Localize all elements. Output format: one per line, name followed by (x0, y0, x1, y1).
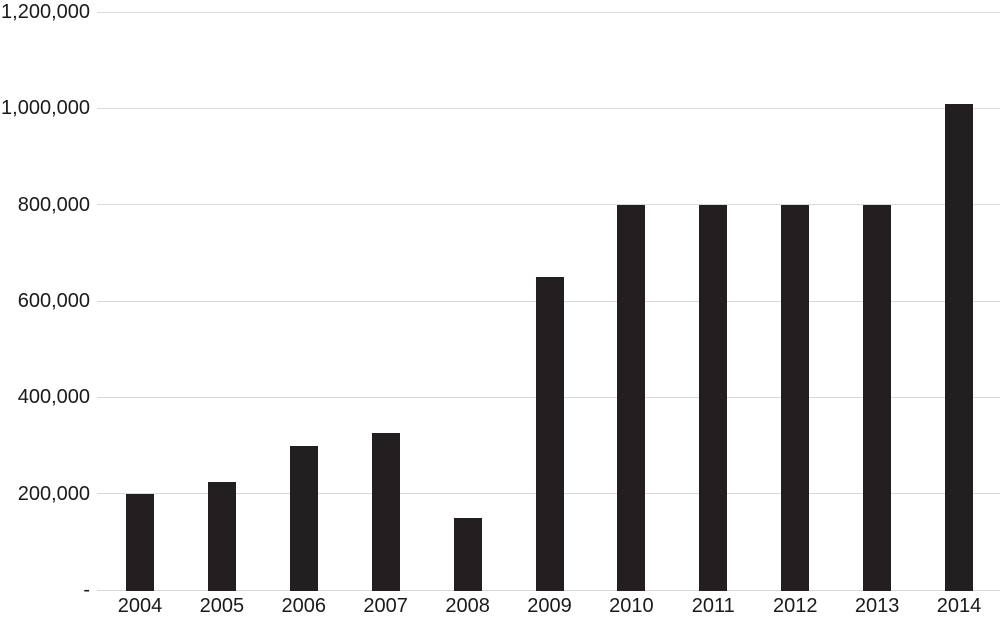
x-axis-tick-label-2004: 2004 (117, 595, 163, 617)
y-axis-tick-label-1000000: 1,000,000 (1, 97, 90, 120)
y-axis-tick-label-600000: 600,000 (17, 290, 90, 312)
bar-2008 (453, 517, 482, 591)
bar-2010 (617, 204, 646, 591)
y-axis-tick-label-800000: 800,000 (17, 193, 90, 216)
gridline-1000000 (97, 107, 1000, 109)
x-axis-tick-label-2009: 2009 (527, 595, 572, 617)
bar-2014 (945, 103, 974, 591)
x-axis-tick-label-2007: 2007 (363, 595, 408, 617)
bar-2012 (781, 204, 810, 591)
bar-2005 (207, 481, 236, 591)
bar-2013 (863, 204, 892, 591)
gridline-1200000 (97, 11, 1000, 13)
bar-2009 (535, 276, 564, 591)
x-axis-tick-label-2008: 2008 (445, 595, 490, 617)
x-axis-tick-label-2011: 2011 (691, 595, 735, 617)
x-axis-tick-label-2010: 2010 (609, 595, 654, 617)
y-axis-tick-label-400000: 400,000 (17, 386, 90, 409)
bar-2007 (371, 433, 400, 591)
y-axis-tick-label-0: - (83, 579, 90, 601)
x-axis-tick-label-2005: 2005 (199, 595, 245, 617)
x-axis-tick-label-2014: 2014 (936, 595, 982, 617)
y-axis-tick-label-200000: 200,000 (17, 482, 90, 505)
x-axis-tick-label-2013: 2013 (854, 595, 900, 617)
y-axis-tick-label-1200000: 1,200,000 (1, 1, 90, 23)
bar-2004 (125, 493, 154, 591)
bar-2006 (289, 445, 318, 591)
bar-2011 (699, 204, 728, 591)
x-axis-tick-label-2012: 2012 (772, 595, 818, 617)
x-axis-tick-label-2006: 2006 (281, 595, 327, 617)
